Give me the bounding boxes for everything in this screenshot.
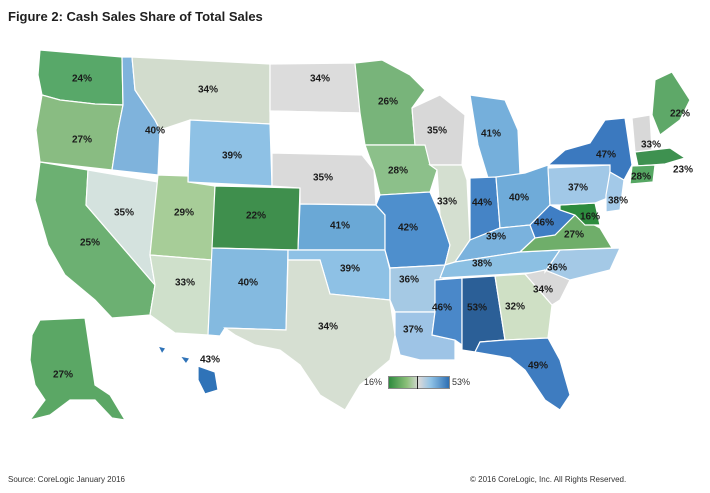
legend-tick-marker — [417, 376, 418, 389]
label-colorado: 22% — [246, 211, 266, 222]
label-connecticut: 28% — [631, 172, 651, 183]
label-alabama: 53% — [467, 303, 487, 314]
label-missouri: 42% — [398, 223, 418, 234]
label-nebraska: 35% — [313, 173, 333, 184]
footer-copyright: © 2016 CoreLogic, Inc. All Rights Reserv… — [470, 475, 627, 484]
label-arkansas: 36% — [399, 275, 419, 286]
label-maryland: 16% — [580, 212, 600, 223]
label-texas: 34% — [318, 322, 338, 333]
label-washington: 24% — [72, 74, 92, 85]
state-north-dakota[interactable] — [269, 62, 361, 114]
state-south-dakota[interactable] — [269, 110, 363, 156]
label-arizona: 33% — [175, 278, 195, 289]
state-hawaii-island-1[interactable] — [156, 345, 167, 356]
label-pennsylvania: 37% — [568, 183, 588, 194]
label-new-jersey: 38% — [608, 196, 628, 207]
label-mississippi: 46% — [432, 303, 452, 314]
state-new-mexico[interactable] — [207, 247, 289, 337]
label-wyoming: 39% — [222, 151, 242, 162]
label-massachusetts: 23% — [673, 165, 693, 176]
state-hawaii-island-3[interactable] — [197, 365, 219, 395]
footer-source: Source: CoreLogic January 2016 — [8, 475, 125, 484]
label-vermont: 33% — [641, 140, 661, 151]
label-new-york: 47% — [596, 150, 616, 161]
state-georgia[interactable] — [494, 273, 553, 341]
state-alaska[interactable] — [28, 317, 127, 421]
label-oklahoma: 39% — [340, 264, 360, 275]
label-west-virginia: 46% — [534, 218, 554, 229]
state-new-york[interactable] — [546, 117, 633, 181]
state-arizona[interactable] — [149, 254, 213, 336]
state-florida[interactable] — [474, 337, 571, 411]
label-florida: 49% — [528, 361, 548, 372]
legend-color-scale — [388, 376, 450, 389]
state-oregon[interactable] — [35, 94, 124, 171]
label-north-carolina: 36% — [547, 263, 567, 274]
figure-title: Figure 2: Cash Sales Share of Total Sale… — [8, 9, 263, 24]
label-california: 25% — [80, 238, 100, 249]
label-kentucky: 39% — [486, 232, 506, 243]
state-texas[interactable] — [223, 259, 396, 411]
label-south-carolina: 34% — [533, 285, 553, 296]
label-minnesota: 26% — [378, 97, 398, 108]
label-louisiana: 37% — [403, 325, 423, 336]
label-nevada: 35% — [114, 208, 134, 219]
label-utah: 29% — [174, 208, 194, 219]
state-maine[interactable] — [651, 71, 691, 136]
label-illinois: 33% — [437, 197, 457, 208]
label-indiana: 44% — [472, 198, 492, 209]
state-south-carolina[interactable] — [523, 269, 571, 306]
state-massachusetts[interactable] — [634, 147, 687, 167]
legend-min-label: 16% — [364, 377, 383, 387]
label-oregon: 27% — [72, 135, 92, 146]
label-hawaii: 43% — [200, 355, 220, 366]
label-tennessee: 38% — [472, 259, 492, 270]
label-virginia: 27% — [564, 230, 584, 241]
label-iowa: 28% — [388, 166, 408, 177]
label-new-mexico: 40% — [238, 278, 258, 289]
label-maine: 22% — [670, 109, 690, 120]
label-wisconsin: 35% — [427, 126, 447, 137]
label-alaska: 27% — [53, 370, 73, 381]
label-montana: 34% — [198, 85, 218, 96]
state-connecticut[interactable] — [629, 164, 656, 185]
state-hawaii-island-2[interactable] — [178, 355, 191, 366]
legend-max-label: 53% — [452, 377, 471, 387]
label-north-dakota: 34% — [310, 74, 330, 85]
label-michigan: 41% — [481, 129, 501, 140]
label-kansas: 41% — [330, 221, 350, 232]
label-ohio: 40% — [509, 193, 529, 204]
label-georgia: 32% — [505, 302, 525, 313]
label-idaho: 40% — [145, 126, 165, 137]
